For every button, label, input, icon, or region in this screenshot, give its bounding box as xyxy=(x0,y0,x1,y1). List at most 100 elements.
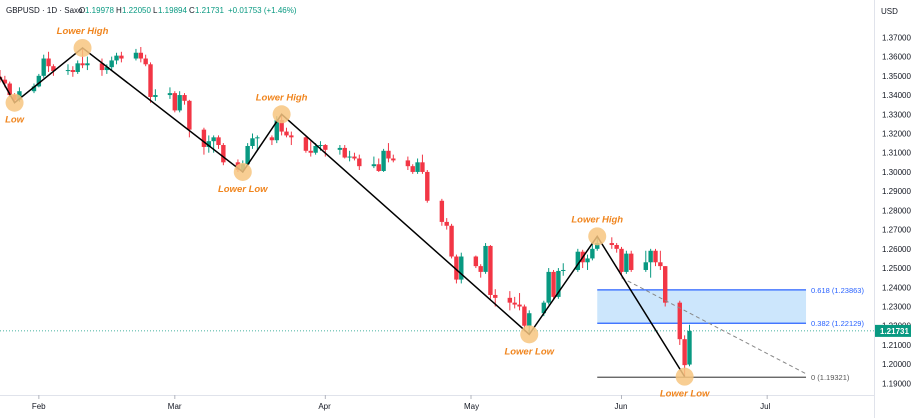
candle-body xyxy=(167,93,173,96)
x-tick-label: Jul xyxy=(760,402,770,411)
x-tick-label: Apr xyxy=(318,402,331,411)
y-tick-label: 1.20000 xyxy=(882,360,911,369)
candle-body xyxy=(551,271,556,297)
candle-body xyxy=(405,160,411,167)
y-tick-label: 1.23000 xyxy=(882,302,911,311)
candle-body xyxy=(274,120,279,141)
candle-body xyxy=(478,266,483,272)
high-label: H xyxy=(116,6,122,15)
y-tick-label: 1.33000 xyxy=(882,110,911,119)
candle-body xyxy=(507,297,513,303)
candle-body xyxy=(337,147,343,150)
candle-body xyxy=(148,64,153,97)
pivot-marker xyxy=(588,227,607,246)
candle-body xyxy=(352,156,357,159)
candle-body xyxy=(7,83,12,96)
fib-level-label: 0.382 (1.22129) xyxy=(811,319,864,328)
pivot-label: Low xyxy=(5,115,25,126)
candle-body xyxy=(138,52,144,59)
candle-body xyxy=(575,251,581,270)
candle-body xyxy=(133,52,139,59)
candle-body xyxy=(104,67,110,71)
candle-body xyxy=(682,339,687,366)
y-tick-label: 1.32000 xyxy=(882,129,911,138)
fib-level-label: 0.618 (1.23863) xyxy=(811,286,864,295)
close-value: 1.21731 xyxy=(195,6,224,15)
currency-label: USD xyxy=(881,7,898,16)
candle-body xyxy=(342,147,347,158)
change-value: +0.01753 (+1.46%) xyxy=(228,6,297,15)
low-value: 1.19894 xyxy=(158,6,187,15)
candle-body xyxy=(459,256,464,280)
candle-body xyxy=(99,63,105,71)
candle-body xyxy=(279,120,284,132)
candle-body xyxy=(284,131,289,136)
candle-body xyxy=(595,243,600,249)
candle-body xyxy=(629,253,634,270)
candle-body xyxy=(250,138,255,146)
candle-body xyxy=(289,135,294,138)
y-tick-label: 1.37000 xyxy=(882,33,911,42)
candle-body xyxy=(454,256,459,280)
pivot-label: Lower High xyxy=(571,214,623,225)
candle-body xyxy=(323,145,328,150)
candle-body xyxy=(386,150,391,159)
pivot-label: Lower Low xyxy=(218,184,268,195)
candle-body xyxy=(449,225,454,257)
candle-body xyxy=(561,269,566,271)
candle-body xyxy=(376,164,381,171)
candle-body xyxy=(415,162,420,172)
candle-body xyxy=(512,302,517,305)
symbol-header: GBPUSD · 1D · Saxo O 1.19978 H 1.22050 L… xyxy=(6,6,297,15)
pivot-label: Lower High xyxy=(256,92,308,103)
close-label: C xyxy=(189,6,195,15)
candle-body xyxy=(36,75,42,87)
candle-body xyxy=(46,58,51,67)
candle-body xyxy=(517,304,522,307)
candle-body xyxy=(70,70,76,72)
y-tick-label: 1.31000 xyxy=(882,149,911,158)
candle-body xyxy=(527,313,532,326)
y-tick-label: 1.36000 xyxy=(882,53,911,62)
candle-body xyxy=(609,243,614,245)
y-tick-label: 1.28000 xyxy=(882,206,911,215)
candle-body xyxy=(643,262,648,270)
pivot-label: Lower Low xyxy=(504,346,554,357)
y-tick-label: 1.29000 xyxy=(882,187,911,196)
y-tick-label: 1.25000 xyxy=(882,264,911,273)
candle-body xyxy=(153,95,158,97)
candle-body xyxy=(269,137,275,141)
y-tick-label: 1.26000 xyxy=(882,245,911,254)
pivot-marker xyxy=(520,325,539,344)
candle-body xyxy=(391,158,396,161)
candle-body xyxy=(357,158,362,167)
candle-body xyxy=(473,256,479,267)
symbol-label: GBPUSD · 1D · Saxo xyxy=(6,6,83,15)
pivot-label: Lower High xyxy=(57,26,109,37)
candle-body xyxy=(371,164,377,167)
candle-body xyxy=(522,306,527,326)
candle-body xyxy=(488,245,493,295)
candle-body xyxy=(85,63,90,66)
candle-body xyxy=(65,70,71,72)
candle-body xyxy=(75,63,80,72)
candle-body xyxy=(677,302,682,340)
candle-body xyxy=(541,302,547,314)
candle-body xyxy=(51,66,56,72)
candle-body xyxy=(109,60,114,68)
open-value: 1.19978 xyxy=(85,6,114,15)
candle-body xyxy=(444,221,449,226)
y-tick-label: 1.21000 xyxy=(882,341,911,350)
open-label: O xyxy=(79,6,85,15)
y-tick-label: 1.27000 xyxy=(882,226,911,235)
candle-body xyxy=(614,244,619,249)
candle-body xyxy=(143,58,148,65)
candle-body xyxy=(114,55,119,61)
candle-body xyxy=(556,270,561,297)
x-tick-label: Mar xyxy=(168,402,182,411)
candle-body xyxy=(177,95,182,111)
candle-body xyxy=(420,162,425,172)
candle-body xyxy=(318,145,323,147)
